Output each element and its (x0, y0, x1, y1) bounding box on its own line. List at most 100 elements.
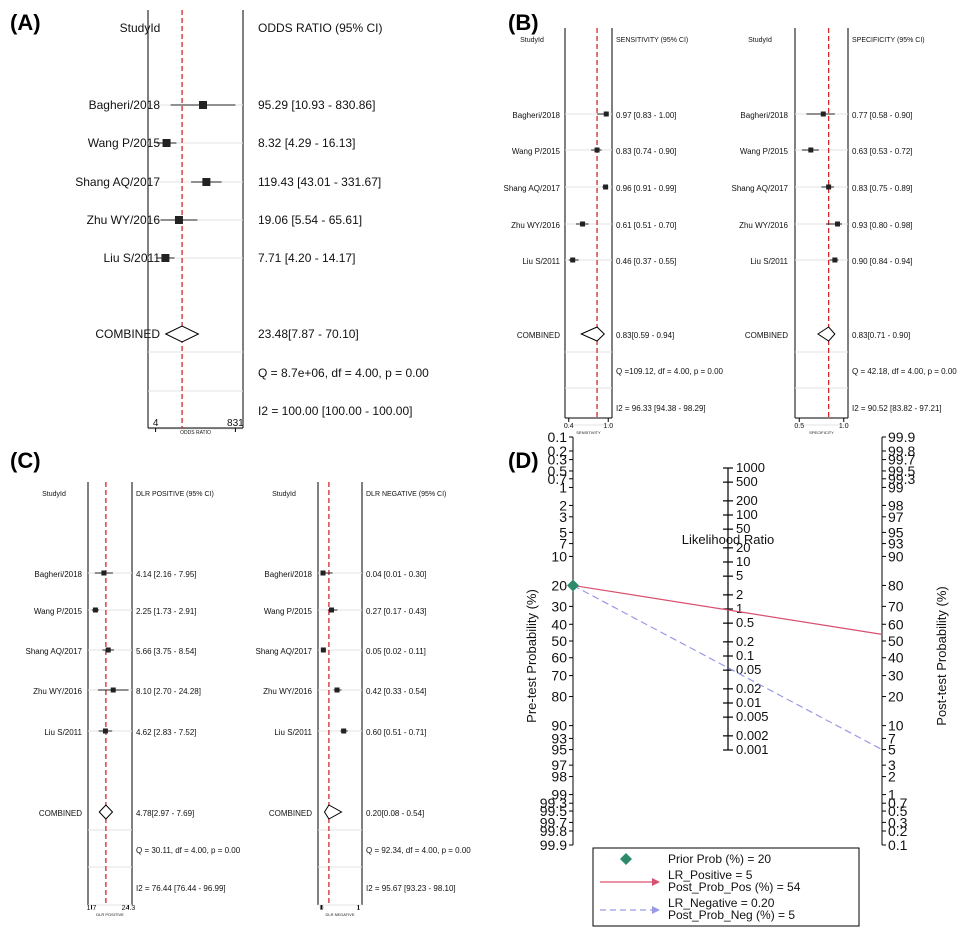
pretest-tick-label: 70 (551, 668, 567, 684)
lr-tick-label: 200 (736, 493, 758, 508)
combined-diamond (580, 326, 606, 342)
posttest-tick-label: 60 (888, 616, 904, 632)
pretest-tick-label: 7 (559, 536, 567, 552)
study-label: Liu S/2011 (104, 251, 161, 265)
study-label: Shang AQ/2017 (75, 175, 160, 189)
combined-stat-text: 0.20[0.08 - 0.54] (366, 809, 424, 818)
point-estimate (820, 111, 826, 117)
combined-diamond (164, 325, 200, 343)
study-label: Zhu WY/2016 (87, 213, 161, 227)
i2-text: I2 = 76.44 [76.44 - 96.99] (136, 884, 226, 893)
pretest-tick-label: 0.7 (548, 471, 568, 487)
point-estimate (341, 728, 347, 734)
forest-panel-2: (B) StudyId SENSITIVITY (95% CI) Bagheri/20… (504, 10, 724, 435)
point-estimate (594, 147, 600, 153)
pretest-tick-label: 90 (551, 718, 567, 734)
point-estimate (832, 257, 838, 263)
combined-diamond (817, 326, 836, 342)
x-tick-label: 831 (227, 418, 244, 429)
point-estimate (174, 216, 183, 224)
point-estimate (603, 111, 609, 117)
posttest-tick-label: 0.5 (888, 803, 908, 819)
lr-tick-label: 100 (736, 507, 758, 522)
point-estimate (328, 607, 334, 613)
posttest-tick-label: 50 (888, 633, 904, 649)
stat-text: 4.14 [2.16 - 7.95] (136, 570, 197, 579)
forest-plots: (A) StudyId ODDS RATIO (95% CI) Bagheri/201… (10, 10, 957, 917)
point-estimate (826, 184, 832, 190)
stat-text: 0.04 [0.01 - 0.30] (366, 570, 427, 579)
study-label: Bagheri/2018 (89, 98, 161, 112)
stat-text: 8.10 [2.70 - 24.28] (136, 687, 201, 696)
x-tick-label: 1.0 (603, 423, 613, 430)
i2-text: I2 = 95.67 [93.23 - 98.10] (366, 884, 456, 893)
header-stat: SPECIFICITY (95% CI) (852, 37, 925, 44)
pretest-tick-label: 99.5 (540, 803, 567, 819)
lr-positive-line (572, 584, 883, 635)
stat-text: 0.96 [0.91 - 0.99] (616, 184, 677, 193)
point-estimate (102, 728, 108, 734)
point-estimate (835, 221, 841, 227)
stat-text: 0.83 [0.74 - 0.90] (616, 147, 677, 156)
posttest-tick-label: 30 (888, 668, 904, 684)
combined-diamond (98, 804, 114, 820)
study-label: Shang AQ/2017 (732, 184, 789, 193)
lr-tick-label: 1 (736, 601, 743, 616)
study-label: Zhu WY/2016 (511, 221, 560, 230)
lr-tick-label: 0.02 (736, 681, 761, 696)
lr-tick-label: 50 (736, 521, 750, 536)
lr-tick-label: 500 (736, 474, 758, 489)
stat-text: 0.83 [0.75 - 0.89] (852, 184, 913, 193)
point-estimate (161, 254, 170, 262)
lr-tick-label: 10 (736, 554, 750, 569)
panel-label: (B) (508, 10, 539, 35)
stat-text: 95.29 [10.93 - 830.86] (258, 98, 375, 112)
x-axis-label: SENSITIVITY (576, 430, 601, 435)
x-axis-label: DLR NEGATIVE (325, 912, 354, 917)
pretest-axis-label: Pre-test Probability (%) (524, 589, 539, 723)
lr-tick-label: 0.5 (736, 615, 754, 630)
stat-text: 0.05 [0.02 - 0.11] (366, 647, 426, 656)
legend-negative-arrow (652, 906, 660, 914)
combined-stat-text: 23.48[7.87 - 70.10] (258, 327, 359, 341)
posttest-tick-label: 99.9 (888, 429, 915, 445)
posttest-tick-label: 20 (888, 689, 904, 705)
pretest-tick-label: 1 (559, 479, 567, 495)
pretest-tick-label: 98 (551, 769, 567, 785)
legend-positive-text-1: LR_Positive = 5 (668, 868, 753, 882)
x-tick-label: 24.3 (122, 905, 136, 912)
lr-tick-label: 0.2 (736, 634, 754, 649)
posttest-tick-label: 10 (888, 718, 904, 734)
x-tick-label: 1.7 (87, 905, 97, 912)
point-estimate (162, 139, 171, 147)
stat-text: 0.61 [0.51 - 0.70] (616, 221, 677, 230)
study-label: Wang P/2015 (88, 136, 161, 150)
point-estimate (105, 647, 111, 653)
lr-tick-label: 0.001 (736, 742, 769, 757)
panel-label: (A) (10, 10, 41, 35)
pretest-tick-label: 60 (551, 650, 567, 666)
x-tick-label: 0.5 (794, 423, 804, 430)
header-studyid: StudyId (42, 491, 66, 498)
stat-text: 7.71 [4.20 - 14.17] (258, 251, 355, 265)
pretest-tick-label: 0.3 (548, 452, 568, 468)
posttest-tick-label: 1 (888, 787, 896, 803)
study-label: Liu S/2011 (44, 728, 82, 737)
header-studyid: StudyId (272, 491, 296, 498)
combined-label: COMBINED (95, 327, 160, 341)
point-estimate (92, 607, 98, 613)
prior-prob-marker (567, 579, 579, 592)
posttest-axis-label: Post-test Probability (%) (934, 586, 949, 725)
x-axis-label: DLR POSITIVE (96, 912, 124, 917)
study-label: Liu S/2011 (750, 257, 788, 266)
legend-positive-text-2: Post_Prob_Pos (%) = 54 (668, 880, 801, 894)
stat-text: 5.66 [3.75 - 8.54] (136, 647, 197, 656)
x-tick-label: 1.0 (839, 423, 849, 430)
stat-text: 2.25 [1.73 - 2.91] (136, 607, 197, 616)
posttest-tick-label: 2 (888, 769, 896, 785)
lr-negative-line (572, 584, 883, 751)
stat-text: 0.27 [0.17 - 0.43] (366, 607, 427, 616)
pretest-tick-label: 2 (559, 497, 567, 513)
pretest-tick-label: 99.9 (540, 837, 567, 853)
study-label: Wang P/2015 (264, 607, 313, 616)
